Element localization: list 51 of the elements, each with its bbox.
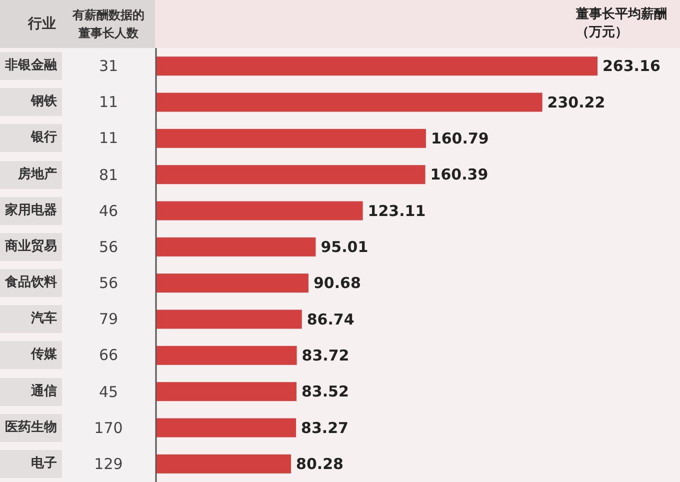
data-label: 31 — [98, 56, 120, 77]
data-label: 11 — [98, 128, 120, 150]
data-label: 123.11 — [368, 202, 426, 220]
category-label: 非银金融 — [4, 57, 57, 75]
data-label: 83.52 — [301, 382, 349, 401]
category-label: 医药生物 — [4, 418, 57, 437]
bar — [156, 382, 296, 402]
category-label: 电子 — [30, 454, 57, 473]
category-label: 食品饮料 — [4, 274, 57, 292]
bar — [156, 346, 297, 365]
data-label: 90.68 — [313, 274, 361, 292]
data-label: 160.39 — [430, 166, 488, 184]
data-label: 230.22 — [547, 93, 606, 112]
data-label: 45 — [98, 382, 120, 402]
bar — [156, 274, 308, 293]
category-label: 家用电器 — [4, 202, 57, 220]
category-label: 汽车 — [30, 310, 57, 328]
data-label: 83.27 — [301, 418, 348, 437]
bar — [156, 310, 302, 329]
data-label: 80.28 — [296, 454, 344, 473]
category-label: 传媒 — [30, 346, 57, 364]
data-label: 170 — [93, 418, 124, 439]
category-label: 钢铁 — [30, 93, 57, 112]
data-label: 160.79 — [430, 129, 489, 148]
bar — [156, 201, 363, 220]
bar — [156, 165, 426, 184]
data-label: 83.72 — [302, 346, 350, 364]
data-label: 81 — [98, 164, 120, 186]
x-axis-title: 董事长平均薪酬（万元） — [576, 6, 668, 42]
text: 行业 — [26, 15, 56, 34]
data-label: 129 — [93, 454, 124, 475]
data-label: 66 — [98, 345, 120, 366]
bar — [156, 454, 292, 474]
data-label: 79 — [98, 309, 120, 330]
data-label: 95.01 — [320, 238, 368, 256]
bar — [156, 128, 426, 148]
bar — [156, 92, 542, 112]
data-label: 56 — [98, 236, 120, 258]
data-label: 46 — [98, 200, 120, 222]
category-label: 房地产 — [17, 166, 57, 184]
bar — [156, 56, 598, 76]
data-label: 11 — [98, 92, 120, 114]
category-label: 银行 — [30, 129, 57, 148]
data-label: 86.74 — [306, 310, 354, 328]
bar — [156, 237, 316, 256]
bar — [156, 418, 296, 438]
data-label: 56 — [98, 273, 120, 294]
category-label: 通信 — [30, 382, 57, 400]
data-label: 263.16 — [602, 57, 660, 76]
category-label: 商业贸易 — [4, 238, 57, 256]
text: 有薪酬数据的董事长人数 — [71, 7, 146, 42]
